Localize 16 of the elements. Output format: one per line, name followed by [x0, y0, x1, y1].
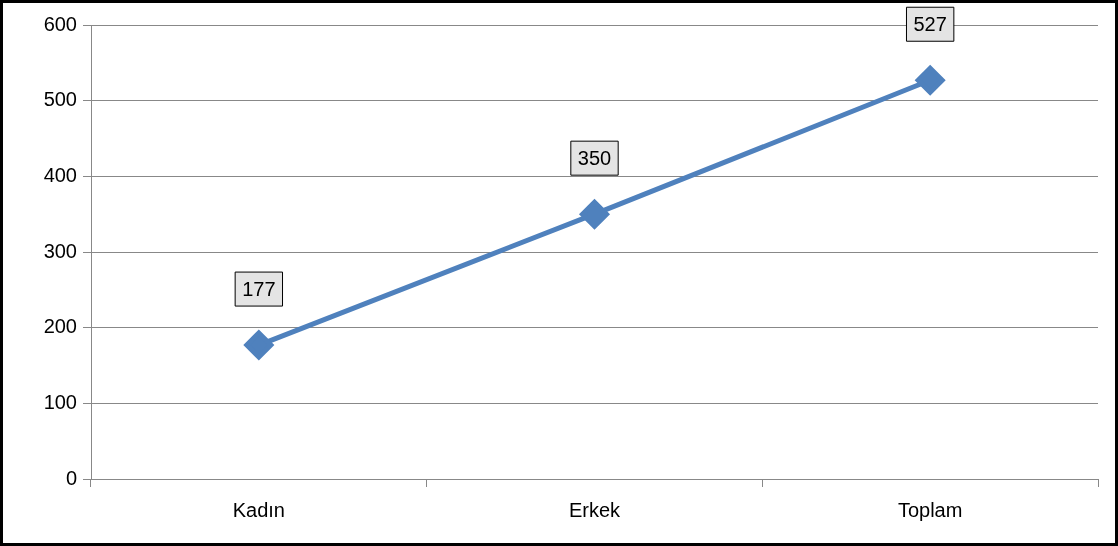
y-tick-label: 0	[65, 466, 77, 489]
point	[580, 199, 609, 229]
point	[915, 65, 945, 95]
y-tick-label: 600	[43, 12, 77, 35]
y-tick-label: 200	[43, 315, 77, 338]
x-tick-label: Kadın	[232, 498, 285, 521]
y-tick-label: 400	[43, 163, 77, 186]
data-label: 527	[913, 12, 947, 35]
data-label: 177	[242, 277, 276, 300]
point	[244, 330, 274, 360]
x-tick-label: Erkek	[568, 498, 622, 521]
y-tick-label: 500	[43, 88, 77, 111]
y-tick-label: 100	[43, 390, 77, 413]
y-tick-label: 300	[43, 239, 77, 262]
data-label: 350	[577, 146, 612, 169]
x-tick-label: Toplam	[897, 498, 963, 521]
